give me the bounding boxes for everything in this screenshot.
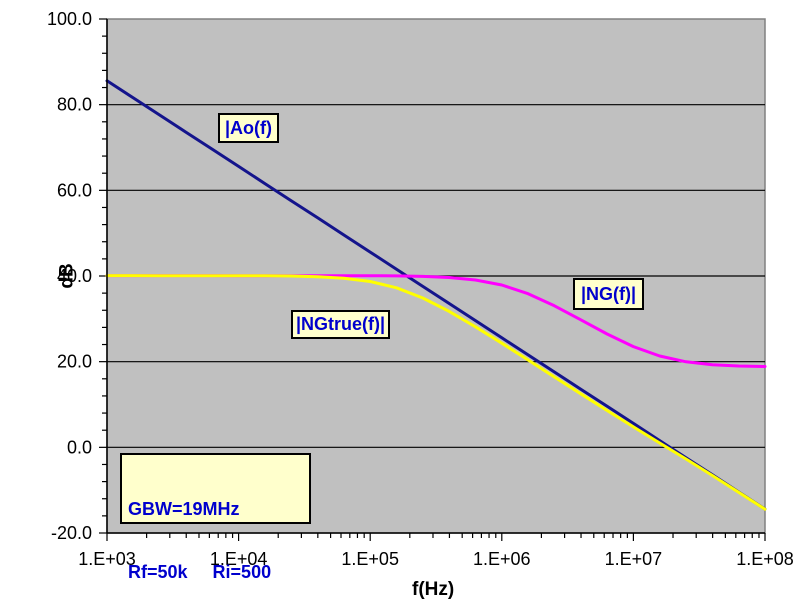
x-tick-label: 1.E+03	[78, 549, 136, 569]
y-tick-label: -20.0	[51, 523, 92, 543]
y-tick-label: 40.0	[57, 266, 92, 286]
y-tick-labels: 100.0 80.0 60.0 40.0 20.0 0.0 -20.0	[47, 9, 92, 543]
ng-curve-label: |NG(f)|	[573, 278, 644, 310]
y-axis-title: dB	[56, 263, 78, 289]
y-axis-ticks	[99, 18, 107, 534]
ao-curve-label-text: |Ao(f)	[224, 117, 272, 138]
x-axis-title: f(Hz)	[412, 579, 455, 600]
series-aof-line	[105, 79, 767, 511]
x-tick-label: 1.E+06	[473, 549, 531, 569]
x-tick-label: 1.E+07	[605, 549, 663, 569]
ao-curve-label: |Ao(f)	[218, 113, 279, 143]
series-ngtruef-line	[105, 274, 767, 511]
x-tick-label: 1.E+08	[736, 549, 794, 569]
y-tick-label: 60.0	[57, 180, 92, 200]
ngtrue-curve-label: |NGtrue(f)|	[291, 310, 390, 339]
y-tick-label: 100.0	[47, 9, 92, 29]
x-tick-labels: 1.E+03 1.E+04 1.E+05 1.E+06 1.E+07 1.E+08	[78, 549, 794, 569]
x-axis-ticks	[106, 533, 766, 541]
param-resistors: Rf=50k Ri=500	[128, 562, 272, 582]
y-tick-label: 0.0	[67, 437, 92, 457]
x-tick-label: 1.E+05	[341, 549, 399, 569]
parameters-box: GBW=19MHz Rf=50k Ri=500 Cf=2.6pF Ci=20pF	[120, 453, 311, 582]
y-tick-label: 20.0	[57, 352, 92, 372]
y-tick-label: 80.0	[57, 95, 92, 115]
x-tick-label: 1.E+04	[210, 549, 268, 569]
param-gbw: GBW=19MHz	[128, 499, 240, 519]
ngtrue-curve-label-text: |NGtrue(f)|	[295, 314, 386, 334]
axes	[106, 19, 765, 534]
ng-curve-label-text: |NG(f)|	[580, 283, 637, 304]
